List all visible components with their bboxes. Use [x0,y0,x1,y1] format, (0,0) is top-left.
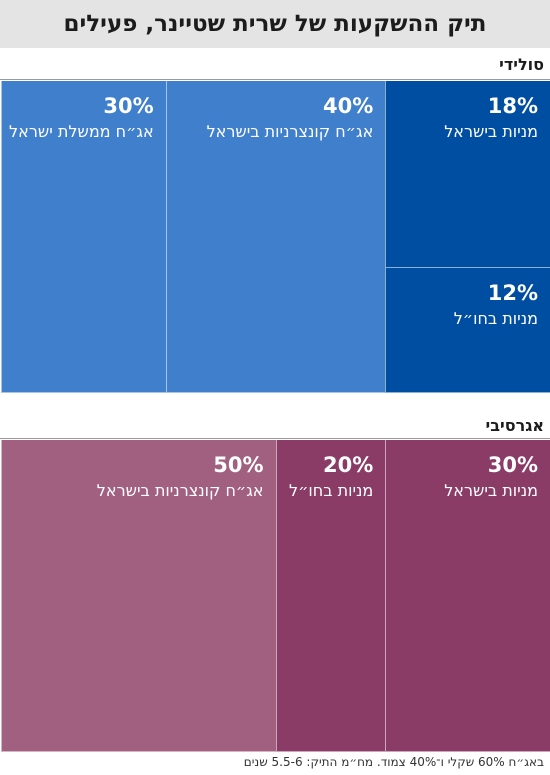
tile-category-label: מניות בישראל [444,122,538,141]
section-label-solid: סולידי [499,55,544,74]
section-divider-aggressive [0,438,550,439]
treemap-tile: 20% מניות בחו״ל [275,440,386,752]
tile-percent-label: 18% [487,94,538,118]
footnote: באג״ח 60% שקלי ו־40% צמוד. מח״מ התיק: 5.… [243,755,544,769]
tile-percent-label: 40% [323,94,374,118]
section-divider-solid [0,79,550,80]
tile-category-label: אג״ח ממשלת ישראל [9,122,154,141]
tile-category-label: אג״ח קונצרניות בישראל [96,481,264,500]
tile-percent-label: 20% [323,453,374,477]
tile-category-label: אג״ח קונצרניות בישראל [206,122,374,141]
tile-category-label: מניות בחו״ל [453,309,538,329]
treemap-tile: 30% אג״ח ממשלת ישראל [1,81,166,393]
tile-percent-label: 30% [487,453,538,477]
treemap-tile: 50% אג״ח קונצרניות בישראל [1,440,276,752]
treemap-tile: 30% מניות בישראל [385,440,550,752]
section-label-aggressive: אגרסיבי [485,416,544,435]
tile-percent-label: 30% [103,94,154,118]
treemap-tile: 40% אג״ח קונצרניות בישראל [165,81,386,393]
tile-percent-label: 12% [487,281,538,306]
treemap-tile: 12% מניות בחו״ל [385,268,550,393]
tile-category-label: מניות בישראל [444,481,538,500]
treemap-tile: 18% מניות בישראל [385,81,550,269]
tile-percent-label: 50% [213,453,264,477]
chart-title: תיק ההשקעות של שרית שטיינר, פעילים [0,0,550,48]
tile-category-label: מניות בחו״ל [289,481,374,500]
